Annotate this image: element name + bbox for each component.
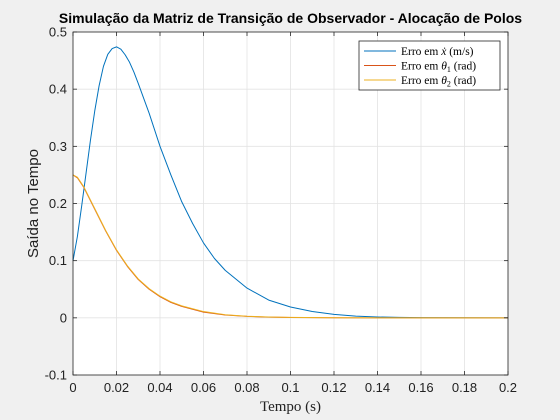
- legend-label-x-dot: Erro em ẋ (m/s): [401, 46, 474, 58]
- x-tick-label: 0: [69, 380, 76, 395]
- x-tick-label: 0.04: [147, 380, 172, 395]
- legend-label-theta1: Erro em θ1 (rad): [401, 61, 476, 75]
- y-tick-label: -0.1: [45, 368, 67, 383]
- y-tick-label: 0: [60, 310, 67, 325]
- x-tick-label: 0.2: [499, 380, 517, 395]
- y-tick-label: 0.3: [49, 139, 67, 154]
- x-tick-label: 0.08: [234, 380, 259, 395]
- tick-labels: 0 0.02 0.04 0.06 0.08 0.1 0.12 0.14 0.16 0.18 0.2 -…: [45, 25, 517, 396]
- y-tick-label: 0.1: [49, 253, 67, 268]
- x-tick-label: 0.12: [321, 380, 346, 395]
- x-tick-label: 0.16: [408, 380, 433, 395]
- series-line-theta2: [72, 174, 508, 319]
- legend: Erro em ẋ (m/s) Erro em θ1 (rad)Erro em θ…: [358, 40, 501, 91]
- x-tick-label: 0.14: [365, 380, 390, 395]
- chart-title: Simulação da Matriz de Transição de Obse…: [59, 10, 522, 26]
- series-layer: [72, 46, 509, 319]
- y-axis-label: Saída no Tempo: [25, 149, 42, 258]
- legend-label-theta2: Erro em θ2 (rad): [401, 75, 476, 89]
- x-tick-label: 0.1: [281, 380, 299, 395]
- y-tick-label: 0.4: [49, 82, 67, 97]
- y-tick-label: 0.5: [49, 25, 67, 40]
- y-tick-label: 0.2: [49, 196, 67, 211]
- x-axis-label: Tempo (s): [260, 399, 321, 415]
- series-line-x-dot: [72, 46, 509, 319]
- x-tick-label: 0.02: [104, 380, 129, 395]
- x-tick-label: 0.06: [191, 380, 216, 395]
- x-tick-label: 0.18: [452, 380, 477, 395]
- ticks: [72, 31, 509, 376]
